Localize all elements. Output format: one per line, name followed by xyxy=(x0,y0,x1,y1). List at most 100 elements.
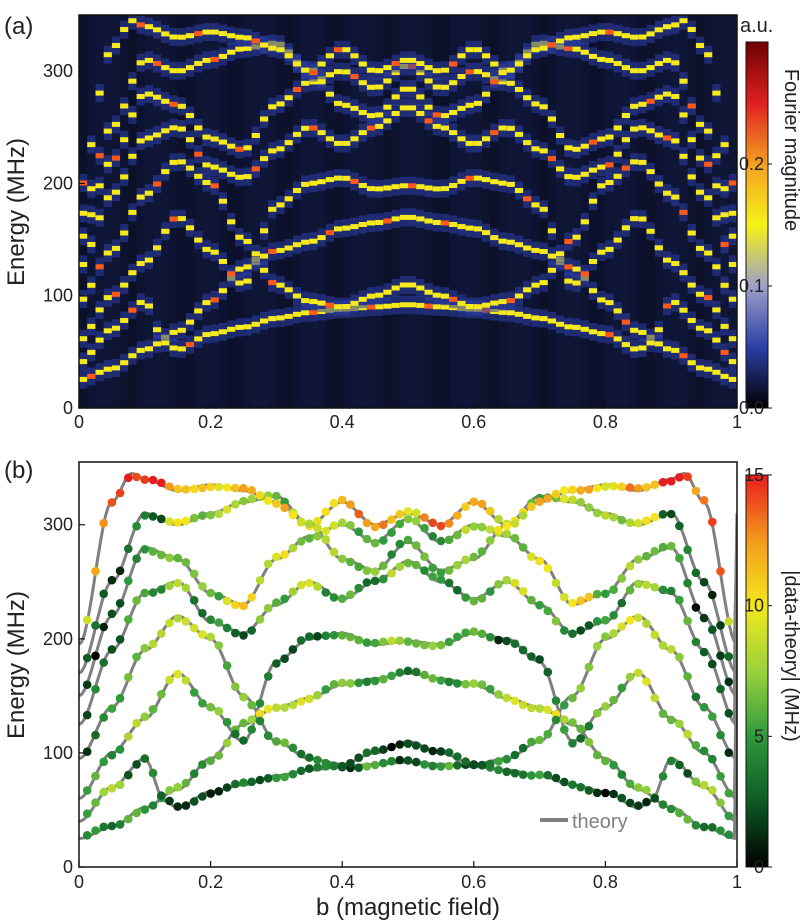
data-point xyxy=(239,736,248,745)
data-point xyxy=(428,641,438,651)
data-point xyxy=(617,482,627,492)
data-point xyxy=(362,518,372,528)
data-point xyxy=(115,694,125,703)
heatmap-band-cell xyxy=(276,101,285,107)
heatmap-band-cell xyxy=(95,264,104,270)
heatmap-band-cell xyxy=(79,336,88,342)
heatmap-band-cell xyxy=(588,259,598,264)
data-point xyxy=(198,760,207,769)
data-point xyxy=(370,676,380,686)
heatmap-band-cell xyxy=(111,291,121,297)
heatmap-band-cell xyxy=(111,325,121,331)
data-point xyxy=(543,494,553,503)
data-point xyxy=(313,523,322,533)
heatmap-band-cell xyxy=(276,315,285,321)
heatmap-band-cell xyxy=(153,61,162,66)
data-point xyxy=(601,482,610,491)
data-point xyxy=(157,689,166,699)
heatmap-band-cell xyxy=(284,245,293,251)
data-point xyxy=(551,696,561,705)
heatmap-band-cell xyxy=(325,230,334,236)
data-point xyxy=(444,761,454,771)
data-point xyxy=(436,568,446,577)
heatmap-band-cell xyxy=(588,139,598,145)
data-point xyxy=(683,729,692,739)
heatmap-band-cell xyxy=(572,324,581,330)
heatmap-band-cell xyxy=(408,214,417,220)
heatmap-band-cell xyxy=(408,282,417,288)
data-point xyxy=(724,748,734,757)
heatmap-band-cell xyxy=(210,183,219,189)
heatmap-column xyxy=(580,15,589,408)
heatmap-band-cell xyxy=(679,209,688,215)
y-tick-label: 0 xyxy=(63,857,73,877)
data-point xyxy=(354,583,364,593)
heatmap-band-cell xyxy=(440,113,450,119)
heatmap-band-cell xyxy=(671,261,680,266)
colorbar-tick-label: 0.1 xyxy=(739,276,764,296)
heatmap-band-cell xyxy=(95,307,104,313)
heatmap-band-cell xyxy=(185,33,195,39)
heatmap-band-cell xyxy=(621,342,630,348)
data-point xyxy=(699,702,709,712)
data-point xyxy=(140,805,150,814)
heatmap-band-cell xyxy=(153,327,162,333)
data-point xyxy=(255,716,265,726)
heatmap-band-cell xyxy=(284,95,293,101)
data-point xyxy=(724,709,734,718)
heatmap-band-cell xyxy=(679,307,688,313)
data-point xyxy=(189,484,199,494)
data-point xyxy=(551,578,561,588)
data-point xyxy=(247,725,256,734)
data-point xyxy=(444,566,454,575)
data-point xyxy=(247,777,256,787)
heatmap-band-cell xyxy=(630,103,639,109)
heatmap-band-cell xyxy=(564,45,573,51)
data-point xyxy=(461,757,470,766)
data-points xyxy=(82,472,734,840)
data-point xyxy=(518,770,528,779)
data-point xyxy=(239,692,248,702)
heatmap-band-cell xyxy=(103,250,112,256)
data-point xyxy=(420,566,429,575)
data-point xyxy=(510,639,520,648)
heatmap-band-cell xyxy=(358,61,367,67)
heatmap-band-cell xyxy=(424,118,433,124)
data-point xyxy=(683,616,692,626)
data-point xyxy=(625,798,635,808)
data-point xyxy=(222,738,232,748)
heatmap-band-cell xyxy=(227,171,236,177)
data-point xyxy=(420,744,429,753)
heatmap-column xyxy=(243,15,252,408)
heatmap-band-cell xyxy=(457,53,466,59)
heatmap-band-cell xyxy=(128,353,137,359)
data-point xyxy=(699,496,709,505)
heatmap-band-cell xyxy=(663,24,672,30)
heatmap-band-cell xyxy=(284,196,293,202)
heatmap-band-cell xyxy=(284,313,293,319)
heatmap-band-cell xyxy=(679,353,688,359)
heatmap-band-cell xyxy=(663,91,672,97)
data-point xyxy=(165,796,174,806)
heatmap-band-cell xyxy=(671,94,680,99)
heatmap-column xyxy=(490,15,499,408)
heatmap-band-cell xyxy=(79,262,88,267)
data-point xyxy=(198,792,207,801)
heatmap-band-cell xyxy=(95,369,104,375)
heatmap-band-cell xyxy=(111,43,121,48)
heatmap-band-cell xyxy=(482,91,491,97)
data-point xyxy=(699,613,709,623)
data-point xyxy=(115,566,125,576)
heatmap-band-cell xyxy=(547,253,556,259)
heatmap-band-cell xyxy=(588,167,598,173)
data-point xyxy=(362,534,372,544)
data-point xyxy=(132,521,141,531)
data-point xyxy=(280,497,289,507)
data-point xyxy=(288,645,298,654)
heatmap-band-cell xyxy=(564,174,573,180)
data-point xyxy=(263,672,273,681)
data-point xyxy=(165,786,174,795)
heatmap-band-cell xyxy=(144,303,153,309)
heatmap-column xyxy=(103,15,112,408)
colorbar-b-label: |data-theory| (MHz) xyxy=(780,570,800,742)
